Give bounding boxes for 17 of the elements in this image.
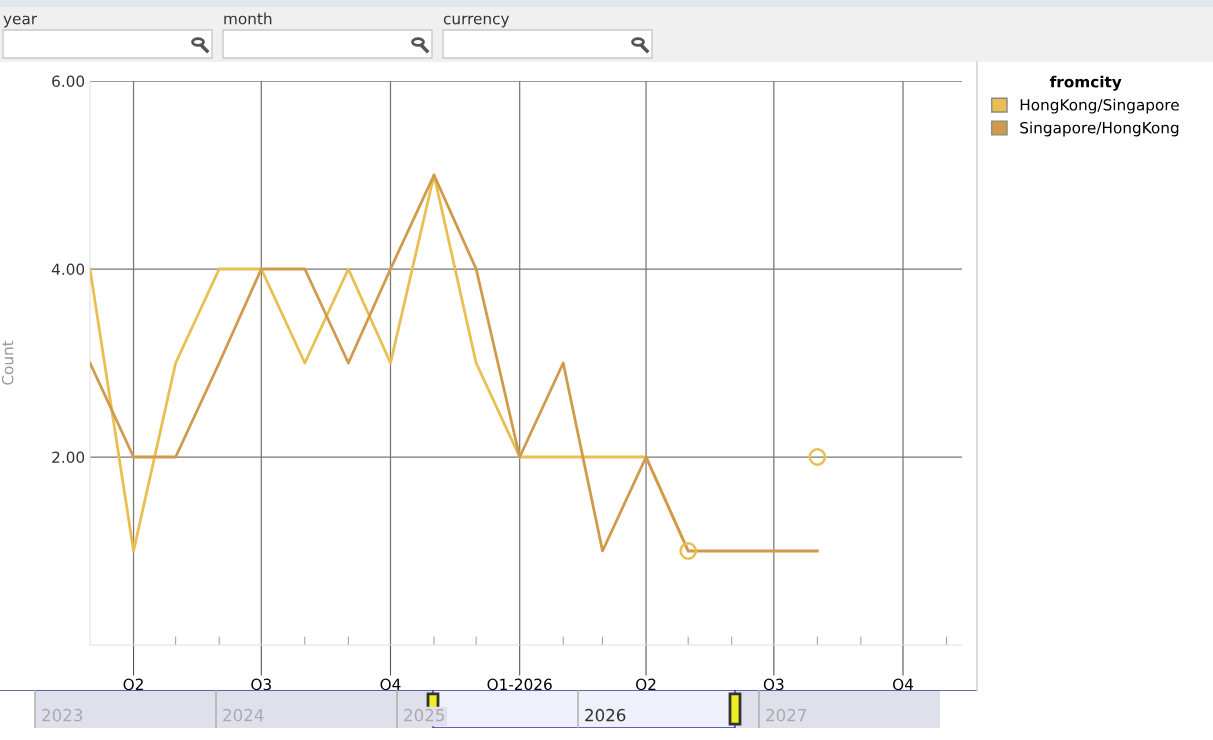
x-tick-label: Q1-2026 — [487, 678, 552, 692]
text: 2025 — [404, 708, 444, 722]
text: 2027 — [766, 708, 806, 722]
y-tick-label: 4.00 — [51, 263, 85, 276]
legend-label: Singapore/HongKong — [1020, 121, 1179, 137]
text: currency — [443, 15, 510, 28]
text: 2023 — [42, 708, 83, 722]
text: month — [224, 12, 272, 25]
y-tick-label: 6.00 — [52, 75, 85, 88]
legend-label: HongKong/Singapore — [1020, 98, 1179, 114]
y-axis-title: Count — [1, 340, 14, 385]
legend-title: fromcity — [1049, 75, 1122, 91]
text: year — [3, 15, 38, 28]
text: 2026 — [585, 708, 626, 722]
y-tick-label: 2.00 — [52, 451, 85, 464]
text: 2024 — [223, 708, 264, 722]
x-tick-label: Q2 — [123, 678, 143, 692]
